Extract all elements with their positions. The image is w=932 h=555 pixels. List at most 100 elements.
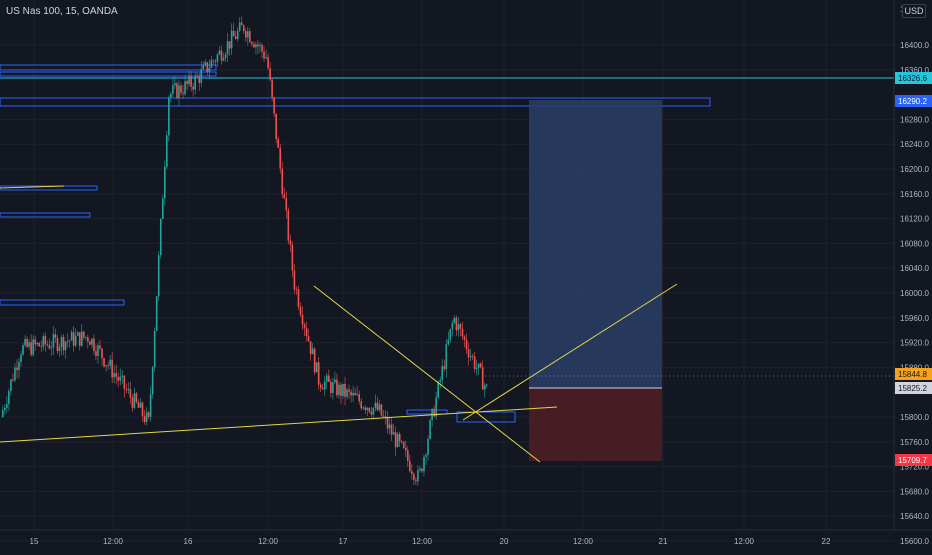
candle-body [477, 363, 480, 368]
price-tick-label: 16080.0 [900, 239, 929, 248]
price-tick-label: 15640.0 [900, 512, 929, 521]
candle-body [407, 450, 409, 461]
trendline-left-short[interactable] [0, 185, 65, 189]
candle-body [394, 432, 397, 448]
candle-body [374, 402, 377, 408]
candle-body [275, 113, 277, 140]
candle-body [214, 60, 217, 62]
trendline-ascending[interactable] [462, 283, 678, 421]
candle-body [64, 341, 67, 351]
trendlines[interactable] [0, 185, 678, 463]
candle-body [93, 338, 95, 352]
price-badge-label: 15825.2 [898, 384, 927, 393]
candle-body [190, 75, 192, 87]
candle-body [358, 394, 360, 402]
candle-body [26, 338, 28, 347]
candle-body [200, 69, 203, 83]
candle-body [196, 76, 198, 77]
candle-body [475, 367, 478, 370]
candle-body [137, 402, 140, 408]
candle-body [236, 30, 239, 39]
candle-body [20, 354, 22, 362]
candle-body [44, 336, 47, 345]
candle-body [32, 339, 34, 355]
candle-body [87, 337, 89, 342]
candlestick-series [2, 16, 488, 486]
candle-body [89, 341, 91, 345]
candle-body [247, 31, 249, 38]
zone-left-mid-2[interactable] [0, 212, 91, 218]
price-tick-label: 15800.0 [900, 413, 929, 422]
price-tick-label: 15760.0 [900, 438, 929, 447]
candle-body [437, 381, 439, 398]
trendline-lower-support[interactable] [0, 406, 558, 443]
candle-body [66, 341, 69, 342]
candle-body [230, 30, 233, 49]
candle-body [78, 332, 81, 346]
candle-body [202, 64, 205, 70]
candle-body [147, 412, 150, 417]
time-tick-label: 12:00 [412, 537, 433, 546]
candle-body [285, 198, 288, 211]
candle-body [12, 379, 14, 381]
candle-body [263, 51, 265, 59]
candle-body [315, 362, 318, 373]
candle-body [161, 198, 164, 220]
trendline-descending[interactable] [313, 285, 541, 463]
candle-body [68, 340, 71, 342]
candle-body [83, 331, 85, 338]
candle-body [240, 22, 243, 26]
candle-body [291, 244, 294, 271]
candle-body [192, 86, 194, 90]
candle-body [125, 388, 128, 390]
candle-body [368, 407, 371, 412]
candle-body [151, 367, 154, 395]
zone-upper-left-top[interactable] [0, 64, 217, 71]
zone-resistance-wide[interactable] [0, 97, 711, 107]
candle-body [479, 363, 482, 368]
candle-body [46, 344, 49, 346]
candle-body [423, 456, 425, 472]
candle-body [271, 79, 273, 98]
candle-body [194, 76, 196, 90]
candle-body [334, 379, 336, 383]
candle-body [208, 67, 211, 72]
zone-left-low[interactable] [0, 299, 125, 306]
symbol-title[interactable]: US Nas 100, 15, OANDA [6, 6, 118, 17]
price-tick-label: 16240.0 [900, 140, 929, 149]
price-badge-label: 15844.8 [898, 370, 927, 379]
candle-body [457, 323, 460, 331]
candle-body [382, 415, 385, 417]
candle-body [419, 468, 421, 471]
zone-support-small[interactable] [456, 411, 516, 423]
candle-body [4, 407, 6, 411]
candle-body [54, 334, 57, 338]
price-axis[interactable]: 16400.0 16360.0 16280.0 16240.0 16200.0 16160… [893, 0, 929, 546]
currency-button[interactable]: USD [902, 4, 926, 18]
candle-body [105, 365, 107, 367]
candle-body [6, 404, 8, 408]
candle-body [344, 383, 346, 397]
candle-body [261, 45, 263, 52]
zone-upper-left-2[interactable] [0, 71, 217, 77]
target-zone[interactable] [529, 100, 662, 388]
candle-body [123, 375, 126, 389]
candle-body [70, 332, 73, 341]
candle-body [427, 438, 429, 455]
candle-body [131, 397, 134, 408]
stop-zone[interactable] [529, 388, 662, 461]
candle-body [16, 367, 18, 371]
drawing-zones[interactable] [0, 64, 711, 461]
candle-body [328, 375, 330, 382]
candle-body [62, 336, 65, 351]
time-axis[interactable]: 15 12:00 16 12:00 17 12:00 20 12:00 21 12:00 22 [0, 529, 932, 546]
candle-body [267, 57, 269, 69]
price-badge-label: 16326.6 [898, 74, 927, 83]
candle-body [178, 85, 180, 99]
candle-body [170, 93, 172, 98]
candle-body [234, 36, 237, 39]
zone-support-small-2[interactable] [406, 409, 448, 415]
time-tick-label: 16 [184, 537, 193, 546]
